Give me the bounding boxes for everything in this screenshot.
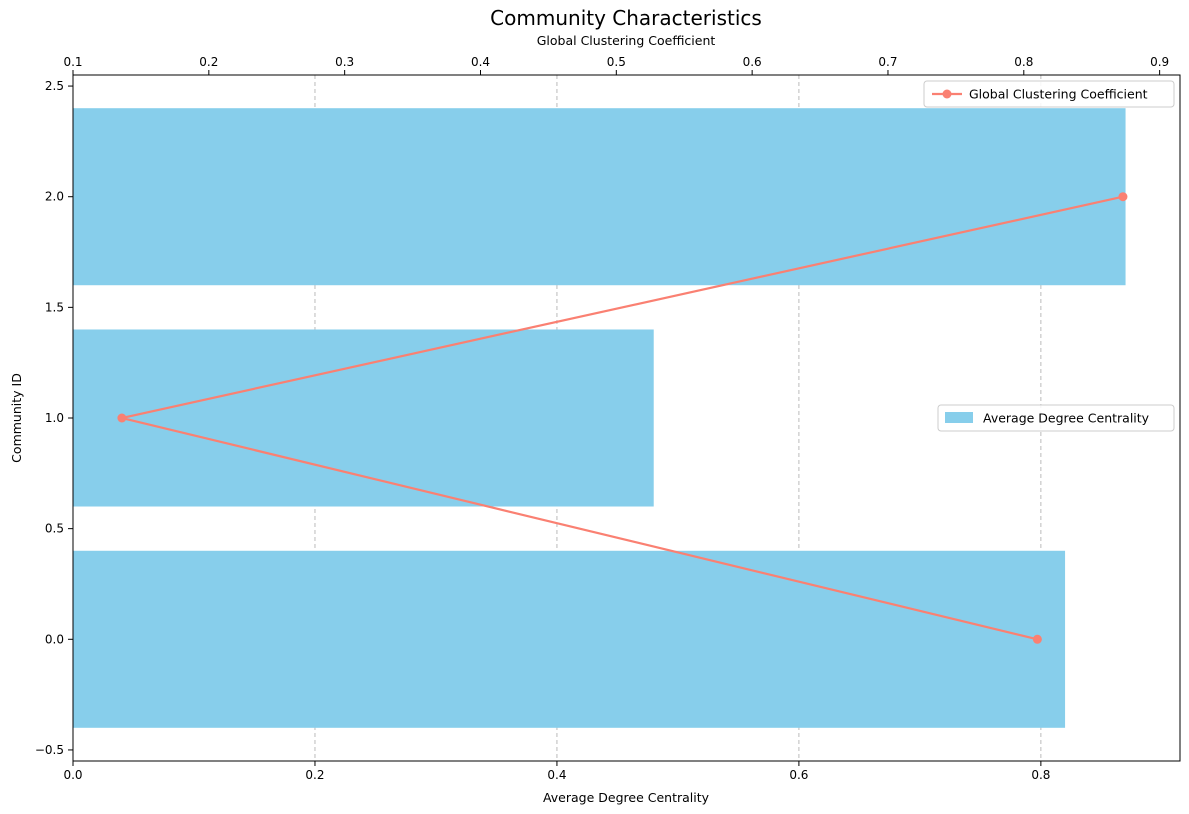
legend-line: Global Clustering Coefficient (923, 80, 1175, 108)
x-top-tick-label-8: 0.9 (1150, 55, 1169, 69)
bar-community-2 (73, 108, 1126, 286)
x-top-tick-label-0: 0.1 (63, 55, 82, 69)
x-bottom-tick-label-0: 0.0 (63, 768, 82, 782)
chart-title: Community Characteristics (490, 6, 762, 30)
x-top-tick-label-5: 0.6 (743, 55, 762, 69)
y-tick-label-1: 0.0 (45, 632, 64, 646)
legend-line-frame (923, 80, 1175, 108)
axes: 0.0 0.2 0.4 0.6 0.8 0.1 0.2 0.3 0.4 0.5 0.6 0.7 0.8 0… (35, 55, 1169, 782)
legend-line-label: Global Clustering Coefficient (969, 87, 1148, 102)
x-top-tick-label-4: 0.5 (607, 55, 626, 69)
bar-community-0 (73, 550, 1066, 728)
clustering-point-0 (1032, 634, 1042, 644)
x-top-tick-label-7: 0.8 (1014, 55, 1033, 69)
x-top-tick-label-1: 0.2 (199, 55, 218, 69)
x-bottom-tick-label-3: 0.6 (789, 768, 808, 782)
bar-community-1 (73, 329, 654, 507)
bars (73, 108, 1126, 728)
clustering-point-2 (1118, 192, 1128, 202)
legend-bars-swatch (945, 412, 973, 423)
x-axis-top-label: Global Clustering Coefficient (537, 33, 716, 48)
x-top-tick-label-3: 0.4 (471, 55, 490, 69)
x-top-tick-label-2: 0.3 (335, 55, 354, 69)
y-tick-label-6: 2.5 (45, 79, 64, 93)
y-tick-label-3: 1.0 (45, 411, 64, 425)
legend-bars-label: Average Degree Centrality (983, 411, 1150, 426)
x-bottom-tick-label-4: 0.8 (1031, 768, 1050, 782)
clustering-point-1 (117, 413, 127, 423)
legend-bars: Average Degree Centrality (937, 404, 1175, 432)
x-axis-bottom-label: Average Degree Centrality (543, 790, 710, 805)
y-axis-label: Community ID (9, 373, 24, 463)
x-bottom-tick-label-2: 0.4 (547, 768, 566, 782)
legend-line-marker (942, 89, 952, 99)
x-top-tick-label-6: 0.7 (878, 55, 897, 69)
x-bottom-tick-label-1: 0.2 (305, 768, 324, 782)
line-series (117, 192, 1128, 644)
legend-bars-frame (937, 404, 1175, 432)
y-tick-label-5: 2.0 (45, 190, 64, 204)
y-tick-label-2: 0.5 (45, 522, 64, 536)
y-tick-label-4: 1.5 (45, 300, 64, 314)
y-tick-label-0: −0.5 (35, 743, 64, 757)
